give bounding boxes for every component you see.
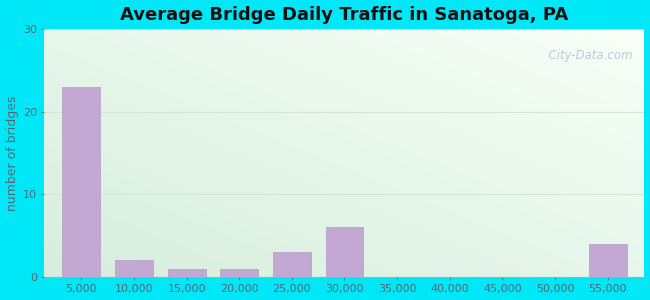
Bar	[115, 260, 153, 277]
Bar	[168, 268, 205, 277]
Y-axis label: number of bridges: number of bridges	[6, 95, 19, 211]
Bar	[62, 87, 100, 277]
Bar	[273, 252, 311, 277]
Bar	[326, 227, 363, 277]
Text: City-Data.com: City-Data.com	[541, 49, 632, 62]
Bar	[220, 268, 258, 277]
Title: Average Bridge Daily Traffic in Sanatoga, PA: Average Bridge Daily Traffic in Sanatoga…	[120, 6, 569, 24]
Bar	[589, 244, 627, 277]
